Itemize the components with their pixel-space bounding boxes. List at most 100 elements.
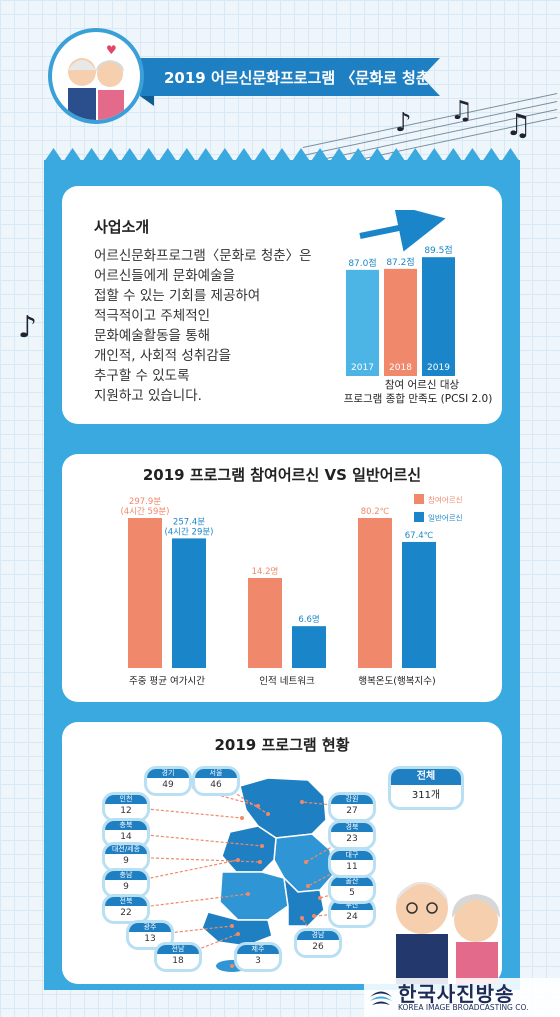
region-count: 23 bbox=[346, 834, 358, 844]
region-connector-line bbox=[125, 859, 239, 884]
broadcaster-emblem-icon bbox=[370, 991, 392, 1005]
region-connector-line bbox=[301, 801, 353, 808]
region-count: 24 bbox=[346, 912, 358, 922]
total-value: 311개 bbox=[411, 790, 441, 801]
region-anchor-dot bbox=[246, 892, 250, 896]
region-anchor-dot bbox=[236, 932, 240, 936]
satisfaction-bar bbox=[384, 268, 417, 376]
bar-year-label: 2019 bbox=[427, 363, 450, 373]
region-name: 강원 bbox=[331, 795, 373, 804]
bar-value-label: 14.2명 bbox=[252, 566, 279, 577]
intro-text-line: 문화예술활동을 통해 bbox=[94, 328, 211, 344]
intro-text-line: 적극적이고 주체적인 bbox=[94, 308, 211, 324]
region-count: 14 bbox=[120, 832, 132, 842]
region-pill: 울산 5 bbox=[328, 874, 376, 904]
music-note-icon: ♪ bbox=[395, 108, 412, 138]
music-note-icon: ♪ bbox=[18, 310, 38, 345]
intro-text-line: 어르신문화프로그램〈문화로 청춘〉은 bbox=[94, 248, 312, 264]
region-name: 전북 bbox=[105, 897, 147, 906]
region-pill: 부산 24 bbox=[328, 898, 376, 928]
region-pill: 강원 27 bbox=[328, 792, 376, 822]
region-pill: 서울 46 bbox=[192, 766, 240, 796]
region-connector-line bbox=[305, 834, 353, 863]
intro-heading: 사업소개 bbox=[94, 218, 150, 236]
total-label: 전체 bbox=[391, 769, 461, 785]
region-pill: 경북 23 bbox=[328, 820, 376, 850]
region-connector-line bbox=[307, 862, 353, 887]
region-anchor-dot bbox=[258, 860, 262, 864]
legend-label: 참여어르신 bbox=[428, 495, 463, 505]
region-anchor-dot bbox=[306, 884, 310, 888]
region-anchor-dot bbox=[266, 812, 270, 816]
comparison-bar bbox=[248, 578, 282, 668]
banner-fold bbox=[140, 96, 154, 106]
region-count: 18 bbox=[172, 956, 184, 966]
comparison-bar bbox=[292, 626, 326, 668]
chart-caption: 프로그램 종합 만족도 (PCSI 2.0) bbox=[344, 393, 492, 405]
bar-year-label: 2018 bbox=[389, 363, 412, 373]
comparison-bar bbox=[358, 518, 392, 668]
total-count-box: 전체 311개 bbox=[388, 766, 464, 810]
bar-year-label: 2017 bbox=[351, 363, 374, 373]
comparison-card: 2019 프로그램 참여어르신 VS 일반어르신 참여어르신 일반어르신 297.… bbox=[62, 454, 502, 702]
intro-text-line: 어르신들에게 문화예술을 bbox=[94, 268, 235, 284]
bar-value-label: 257.4분 bbox=[173, 517, 205, 527]
status-title: 2019 프로그램 현황 bbox=[214, 736, 350, 754]
region-pill: 경남 26 bbox=[294, 928, 342, 958]
satisfaction-bar bbox=[422, 257, 455, 376]
region-shape-jeonnam bbox=[201, 911, 273, 947]
broadcaster-logo: 한국사진방송 KOREA IMAGE BROADCASTING CO. bbox=[364, 978, 560, 1017]
region-name: 광주 bbox=[129, 923, 171, 932]
comparison-bar bbox=[172, 538, 206, 668]
svg-text:♥: ♥ bbox=[106, 43, 117, 57]
comparison-bar bbox=[402, 541, 436, 668]
region-name: 제주 bbox=[237, 945, 279, 954]
region-count: 27 bbox=[346, 806, 358, 816]
region-count: 11 bbox=[346, 862, 358, 872]
bar-value-label: (4시간 29분) bbox=[164, 526, 213, 537]
legend-label: 일반어르신 bbox=[428, 513, 463, 523]
region-anchor-dot bbox=[230, 964, 234, 968]
bar-value-label: 67.4℃ bbox=[405, 531, 434, 541]
intro-text-line: 지원하고 있습니다. bbox=[94, 388, 202, 404]
broadcaster-name-kr: 한국사진방송 bbox=[398, 982, 515, 1006]
status-card: 2019 프로그램 현황 전체 311개 경기 49 서울 46 인천 12 충북 14 대전/… bbox=[62, 722, 502, 984]
region-count: 49 bbox=[162, 780, 174, 790]
region-count: 12 bbox=[120, 806, 132, 816]
page-title: 2019 어르신문화프로그램 〈문화로 청춘〉 bbox=[140, 58, 440, 96]
region-count: 46 bbox=[210, 780, 222, 790]
intro-text-line: 개인적, 사회적 성취감을 bbox=[94, 348, 232, 364]
satisfaction-chart: 87.0점 2017 87.2점 2018 89.5점 2019 참여 어르신 대상 프로… bbox=[344, 210, 492, 405]
region-name: 부산 bbox=[331, 901, 373, 910]
bar-value-label: (4시간 59분) bbox=[120, 506, 169, 517]
region-name: 경북 bbox=[331, 823, 373, 832]
region-count: 13 bbox=[144, 934, 156, 944]
category-label: 인적 네트워크 bbox=[259, 675, 315, 687]
region-anchor-dot bbox=[312, 914, 316, 918]
region-name: 대전/세종 bbox=[105, 845, 147, 854]
region-name: 충북 bbox=[105, 821, 147, 830]
intro-text-line: 접할 수 있는 기회를 제공하여 bbox=[94, 288, 261, 304]
region-anchor-dot bbox=[300, 800, 304, 804]
region-connector-line bbox=[149, 925, 233, 936]
region-name: 대구 bbox=[331, 851, 373, 860]
region-name: 경기 bbox=[147, 769, 189, 778]
region-name: 인천 bbox=[105, 795, 147, 804]
region-name: 전남 bbox=[157, 945, 199, 954]
music-note-icon: ♫ bbox=[505, 108, 532, 143]
region-anchor-dot bbox=[256, 804, 260, 808]
region-count: 5 bbox=[349, 888, 355, 898]
region-anchor-dot bbox=[304, 860, 308, 864]
bar-value-label: 87.0점 bbox=[348, 257, 376, 269]
bar-value-label: 6.6명 bbox=[298, 614, 319, 625]
region-shape-chungcheong bbox=[221, 825, 277, 873]
bar-value-label: 89.5점 bbox=[424, 244, 452, 256]
bar-value-label: 87.2점 bbox=[386, 256, 414, 268]
region-anchor-dot bbox=[318, 896, 322, 900]
region-pill: 인천 12 bbox=[102, 792, 150, 822]
region-anchor-dot bbox=[236, 858, 240, 862]
legend-swatch bbox=[414, 494, 424, 504]
region-name: 충남 bbox=[105, 871, 147, 880]
region-shape-jeolla bbox=[219, 871, 289, 921]
